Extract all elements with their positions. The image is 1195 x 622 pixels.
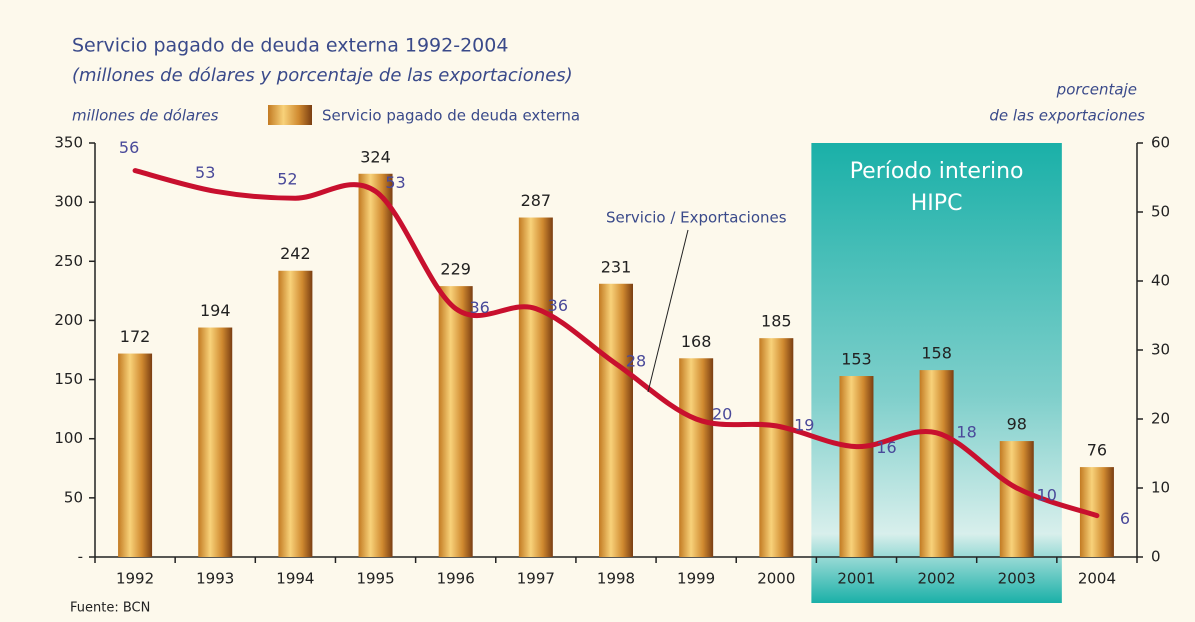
legend-label: Servicio pagado de deuda externa xyxy=(322,107,580,125)
y-tick-label: - xyxy=(78,548,83,566)
bar-label: 153 xyxy=(841,350,872,369)
line-label: 52 xyxy=(277,170,297,189)
y-tick-label: 200 xyxy=(54,311,83,329)
x-tick-label: 2003 xyxy=(998,570,1036,588)
y-axis-label: millones de dólares xyxy=(72,107,219,125)
x-tick-label: 2004 xyxy=(1078,570,1116,588)
bar-label: 98 xyxy=(1007,415,1027,434)
y-tick-label: 150 xyxy=(54,370,83,388)
line-label: 28 xyxy=(626,351,646,370)
annotation: Servicio / Exportaciones xyxy=(606,209,787,227)
x-tick-label: 1994 xyxy=(276,570,314,588)
legend-swatch xyxy=(268,105,312,125)
x-tick-label: 1993 xyxy=(196,570,234,588)
line-label: 6 xyxy=(1120,509,1130,528)
y2-axis-label: porcentaje xyxy=(1056,81,1137,99)
line-label: 36 xyxy=(470,298,490,317)
bar-label: 324 xyxy=(360,147,391,166)
y2-axis-label: de las exportaciones xyxy=(989,107,1145,125)
y-tick-label: 100 xyxy=(54,429,83,447)
bar xyxy=(438,286,473,557)
annotation-leader xyxy=(647,229,689,393)
chart-subtitle: (millones de dólares y porcentaje de las… xyxy=(72,65,573,86)
bar-label: 287 xyxy=(521,191,552,210)
x-tick-label: 1992 xyxy=(116,570,154,588)
y2-tick-label: 10 xyxy=(1151,479,1170,497)
y2-tick-label: 40 xyxy=(1151,272,1170,290)
y2-tick-label: 50 xyxy=(1151,203,1170,221)
line-label: 18 xyxy=(956,422,976,441)
x-tick-label: 2001 xyxy=(837,570,875,588)
bar-label: 194 xyxy=(200,301,231,320)
bar xyxy=(358,173,393,558)
x-tick-label: 1995 xyxy=(356,570,394,588)
line-label: 53 xyxy=(385,173,405,192)
bar xyxy=(518,217,553,557)
bar xyxy=(999,441,1034,557)
bar xyxy=(679,358,714,557)
bar-label: 185 xyxy=(761,312,792,331)
bar xyxy=(278,270,313,557)
x-tick-label: 2000 xyxy=(757,570,795,588)
bar-label: 158 xyxy=(921,344,952,363)
bar-label: 242 xyxy=(280,244,311,263)
y-tick-label: 50 xyxy=(64,488,83,506)
line-label: 36 xyxy=(548,296,568,315)
bar-label: 229 xyxy=(440,260,471,279)
highlight-label: HIPC xyxy=(911,191,963,216)
x-tick-label: 1997 xyxy=(517,570,555,588)
bar xyxy=(759,338,794,557)
x-tick-label: 1999 xyxy=(677,570,715,588)
y-tick-label: 350 xyxy=(54,134,83,152)
chart-title: Servicio pagado de deuda externa 1992-20… xyxy=(72,35,508,57)
x-tick-label: 1998 xyxy=(597,570,635,588)
line-label: 10 xyxy=(1037,486,1057,505)
bar xyxy=(198,327,233,557)
y2-tick-label: 30 xyxy=(1151,341,1170,359)
bar-label: 172 xyxy=(120,327,151,346)
y-tick-label: 300 xyxy=(54,193,83,211)
y2-tick-label: 20 xyxy=(1151,410,1170,428)
x-tick-label: 2002 xyxy=(918,570,956,588)
bar xyxy=(118,353,153,557)
y2-tick-label: 60 xyxy=(1151,134,1170,152)
bar xyxy=(599,283,633,557)
line-label: 19 xyxy=(794,415,814,434)
bar-label: 76 xyxy=(1087,441,1107,460)
line-label: 20 xyxy=(712,405,732,424)
source: Fuente: BCN xyxy=(70,601,150,616)
y-tick-label: 250 xyxy=(54,252,83,270)
x-tick-label: 1996 xyxy=(437,570,475,588)
line xyxy=(132,168,1100,519)
bar xyxy=(919,370,954,557)
highlight-label: Período interino xyxy=(850,159,1024,184)
line-label: 53 xyxy=(195,163,215,182)
line-label: 16 xyxy=(876,438,896,457)
line-label: 56 xyxy=(119,138,139,157)
y2-tick-label: 0 xyxy=(1151,548,1161,566)
bar-label: 231 xyxy=(601,257,632,276)
bar-label: 168 xyxy=(681,332,712,351)
bar xyxy=(839,376,874,557)
